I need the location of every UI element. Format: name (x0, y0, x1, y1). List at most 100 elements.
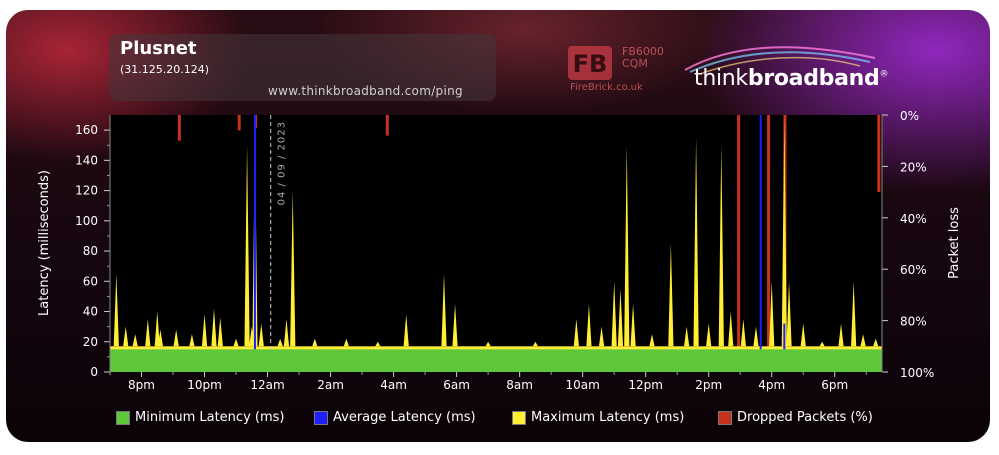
max-latency-spike-33 (630, 303, 636, 347)
y-tick-label-2: 40 (83, 305, 98, 319)
legend-swatch-3 (718, 410, 732, 425)
max-latency-spike-46 (800, 323, 806, 347)
legend-item-3: Dropped Packets (%) (718, 410, 873, 425)
max-latency-spike-32 (624, 145, 630, 347)
y2-tick-label-2: 40% (900, 212, 927, 226)
max-latency-spike-19 (312, 338, 318, 347)
legend-item-2: Maximum Latency (ms) (512, 410, 684, 425)
max-latency-spike-12 (244, 145, 250, 347)
max-latency-spike-15 (258, 323, 264, 347)
isp-title: Plusnet (120, 38, 197, 59)
brand-broadband: broadband (747, 66, 880, 91)
legend-swatch-2 (512, 410, 526, 425)
max-latency-spike-40 (728, 311, 734, 347)
y-tick-label-6: 120 (75, 184, 98, 198)
firebrick-line2: CQM (622, 57, 648, 70)
firebrick-logo-letters: FB (573, 50, 608, 78)
max-latency-spike-36 (684, 326, 690, 347)
max-latency-spike-4 (154, 311, 160, 347)
max-latency-spike-31 (617, 288, 624, 347)
x-tick-label-1: 10pm (187, 378, 222, 392)
min-latency-layer (110, 349, 882, 372)
max-latency-spike-18 (290, 190, 296, 347)
avg-latency-spike-0 (253, 115, 256, 350)
min-latency-area (110, 349, 882, 372)
site-url: www.thinkbroadband.com/ping (268, 84, 463, 98)
legend-swatch-1 (314, 410, 328, 425)
x-tick-label-10: 4pm (758, 378, 785, 392)
firebrick-url: FireBrick.co.uk (570, 82, 643, 93)
x-tick-label-3: 2am (317, 378, 344, 392)
max-latency-spike-1 (123, 326, 129, 347)
x-tick-label-2: 12am (250, 378, 284, 392)
y-tick-label-8: 160 (75, 123, 98, 137)
header-box (109, 34, 496, 101)
max-latency-spike-37 (693, 137, 699, 347)
max-latency-spike-30 (611, 281, 617, 347)
y-tick-label-0: 0 (90, 365, 98, 379)
firebrick-logo-icon: FB (568, 46, 612, 80)
max-latency-spike-7 (189, 334, 195, 347)
firebrick-line1: FB6000 (622, 45, 664, 58)
legend-item-0: Minimum Latency (ms) (116, 410, 284, 425)
firebrick-model: FB6000 CQM (622, 46, 664, 70)
max-latency-spike-16 (277, 338, 283, 347)
max-latency-spike-6 (173, 329, 179, 347)
max-latency-spike-8 (201, 314, 208, 347)
date-marker-label: 04 / 09 / 2023 (277, 121, 288, 205)
max-latency-spike-42 (753, 326, 759, 347)
dropped-packet-bar-5 (767, 115, 771, 372)
dropped-packet-bar-7 (877, 115, 881, 193)
max-latency-spike-5 (157, 329, 164, 347)
y-tick-label-5: 100 (75, 214, 98, 228)
legend-label-2: Maximum Latency (ms) (531, 410, 685, 425)
isp-ip-address: (31.125.20.124) (120, 63, 210, 76)
y-tick-label-3: 60 (83, 274, 98, 288)
avg-latency-spike-2 (783, 323, 786, 350)
legend-label-0: Minimum Latency (ms) (135, 410, 285, 425)
max-latency-spike-25 (485, 341, 491, 347)
y-tick-label-4: 80 (83, 244, 98, 258)
max-latency-spike-29 (598, 326, 605, 347)
max-latency-spike-17 (283, 319, 290, 347)
max-latency-spike-48 (838, 323, 844, 347)
max-latency-spike-28 (586, 303, 592, 347)
legend-item-1: Average Latency (ms) (314, 410, 476, 425)
legend-label-1: Average Latency (ms) (333, 410, 476, 425)
brand-registered: ® (879, 69, 889, 80)
dropped-packet-bar-4 (737, 115, 741, 372)
max-latency-spike-45 (786, 281, 792, 347)
y2-tick-label-1: 20% (900, 160, 927, 174)
max-latency-spike-51 (873, 338, 879, 347)
x-tick-label-8: 12pm (628, 378, 663, 392)
axes-layer: 0 20 40 60 80 100 120 140 160 0% 20% 40% 60% 80% 100% 8… (37, 109, 962, 392)
max-latency-spike-11 (233, 338, 239, 347)
avg-latency-spike-1 (759, 115, 762, 350)
dropped-packet-bar-0 (177, 115, 181, 141)
legend-swatch-0 (116, 410, 130, 425)
y2-tick-label-3: 60% (900, 263, 927, 277)
x-tick-label-5: 6am (443, 378, 470, 392)
x-tick-label-4: 4am (380, 378, 407, 392)
max-latency-spike-22 (403, 314, 409, 347)
y-axis-title: Latency (milliseconds) (37, 170, 52, 316)
y2-tick-label-4: 80% (900, 315, 927, 329)
avg-latency-layer (253, 115, 786, 350)
max-latency-spike-10 (217, 317, 223, 347)
max-latency-spike-50 (860, 334, 866, 347)
max-latency-spike-47 (819, 341, 825, 347)
max-latency-spike-0 (113, 273, 119, 347)
max-latency-spike-21 (375, 341, 381, 347)
y-tick-label-7: 140 (75, 153, 98, 167)
x-tick-label-6: 8am (506, 378, 533, 392)
x-tick-label-7: 10am (565, 378, 599, 392)
max-latency-spike-35 (668, 243, 674, 347)
max-latency-spike-27 (573, 319, 579, 347)
max-latency-spike-44 (781, 115, 787, 347)
dropped-packet-bar-3 (385, 115, 389, 136)
brand-swoosh-icon (684, 46, 876, 75)
max-latency-spike-38 (706, 323, 712, 347)
y2-tick-label-5: 100% (900, 366, 934, 380)
legend-label-3: Dropped Packets (%) (737, 410, 873, 425)
